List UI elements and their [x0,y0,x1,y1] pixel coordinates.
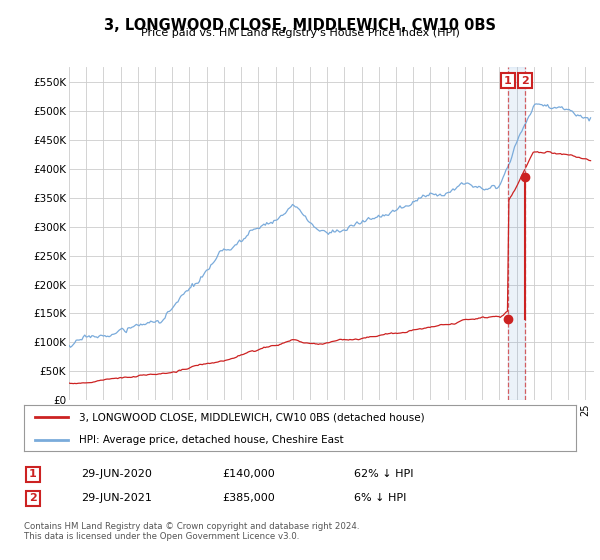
Text: Contains HM Land Registry data © Crown copyright and database right 2024.
This d: Contains HM Land Registry data © Crown c… [24,522,359,542]
Text: 2: 2 [29,493,37,503]
Text: 2: 2 [521,76,529,86]
Text: 29-JUN-2020: 29-JUN-2020 [81,469,152,479]
Text: 3, LONGWOOD CLOSE, MIDDLEWICH, CW10 0BS (detached house): 3, LONGWOOD CLOSE, MIDDLEWICH, CW10 0BS … [79,412,425,422]
Text: 6% ↓ HPI: 6% ↓ HPI [354,493,406,503]
Text: 3, LONGWOOD CLOSE, MIDDLEWICH, CW10 0BS: 3, LONGWOOD CLOSE, MIDDLEWICH, CW10 0BS [104,18,496,33]
Text: 29-JUN-2021: 29-JUN-2021 [81,493,152,503]
Bar [508,67,525,400]
Text: £140,000: £140,000 [222,469,275,479]
Text: Price paid vs. HM Land Registry's House Price Index (HPI): Price paid vs. HM Land Registry's House … [140,28,460,38]
Text: 1: 1 [29,469,37,479]
Text: 1: 1 [504,76,512,86]
Text: HPI: Average price, detached house, Cheshire East: HPI: Average price, detached house, Ches… [79,435,344,445]
Text: £385,000: £385,000 [222,493,275,503]
Text: 62% ↓ HPI: 62% ↓ HPI [354,469,413,479]
